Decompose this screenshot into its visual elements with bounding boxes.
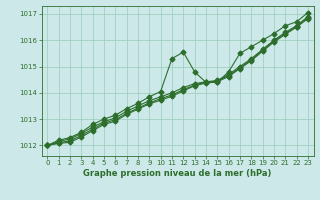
X-axis label: Graphe pression niveau de la mer (hPa): Graphe pression niveau de la mer (hPa) xyxy=(84,169,272,178)
